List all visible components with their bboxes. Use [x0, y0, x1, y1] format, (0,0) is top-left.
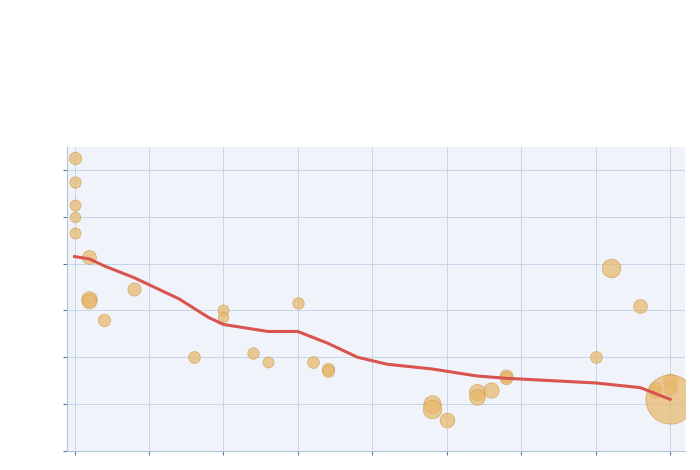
Point: [99, 316, 110, 323]
Point: [84, 298, 95, 305]
Point: [129, 286, 140, 293]
Point: [84, 295, 95, 303]
Point: [486, 386, 497, 394]
Point: [471, 393, 482, 401]
Point: [69, 201, 80, 209]
Point: [500, 372, 512, 380]
Point: [218, 313, 229, 321]
Point: [69, 155, 80, 162]
Point: [664, 377, 676, 384]
Point: [590, 353, 601, 361]
Point: [650, 384, 661, 392]
Point: [84, 253, 95, 260]
Point: [650, 389, 661, 396]
Point: [471, 389, 482, 396]
Point: [664, 396, 676, 403]
Point: [248, 349, 259, 356]
Point: [500, 375, 512, 382]
Point: [218, 306, 229, 314]
Point: [69, 213, 80, 220]
Point: [69, 178, 80, 186]
Point: [635, 302, 646, 310]
Point: [322, 368, 333, 375]
Point: [307, 358, 318, 366]
Point: [69, 229, 80, 237]
Point: [605, 265, 616, 272]
Point: [322, 365, 333, 373]
Point: [262, 358, 274, 366]
Point: [426, 405, 438, 413]
Point: [188, 353, 199, 361]
Point: [293, 300, 304, 307]
Point: [664, 384, 676, 392]
Point: [426, 400, 438, 408]
Point: [441, 416, 452, 424]
